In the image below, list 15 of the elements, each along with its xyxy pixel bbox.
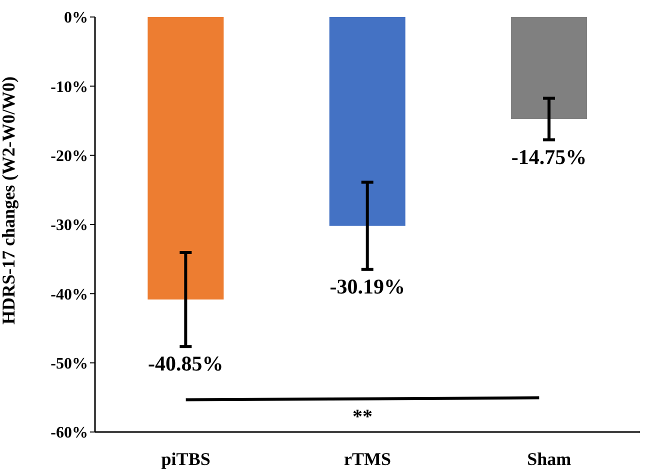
y-tick-label: -40%: [50, 286, 88, 304]
data-label: -40.85%: [148, 352, 224, 376]
y-axis-title: HDRS-17 changes (W2-W0/W0): [0, 76, 18, 324]
y-tick-label: -10%: [50, 78, 88, 96]
data-label: -14.75%: [511, 144, 587, 169]
y-tick-label: -30%: [50, 217, 88, 234]
y-tick-label: 0%: [64, 10, 88, 27]
x-tick-label: Sham: [527, 448, 572, 469]
x-tick-label: piTBS: [161, 448, 210, 469]
y-tick-label: -50%: [50, 356, 88, 373]
annotation: **: [352, 406, 372, 428]
data-label: -30.19%: [330, 274, 405, 298]
y-tick-label: -20%: [50, 148, 88, 166]
y-tick-label: -60%: [50, 424, 88, 442]
x-tick-label: rTMS: [344, 448, 391, 469]
